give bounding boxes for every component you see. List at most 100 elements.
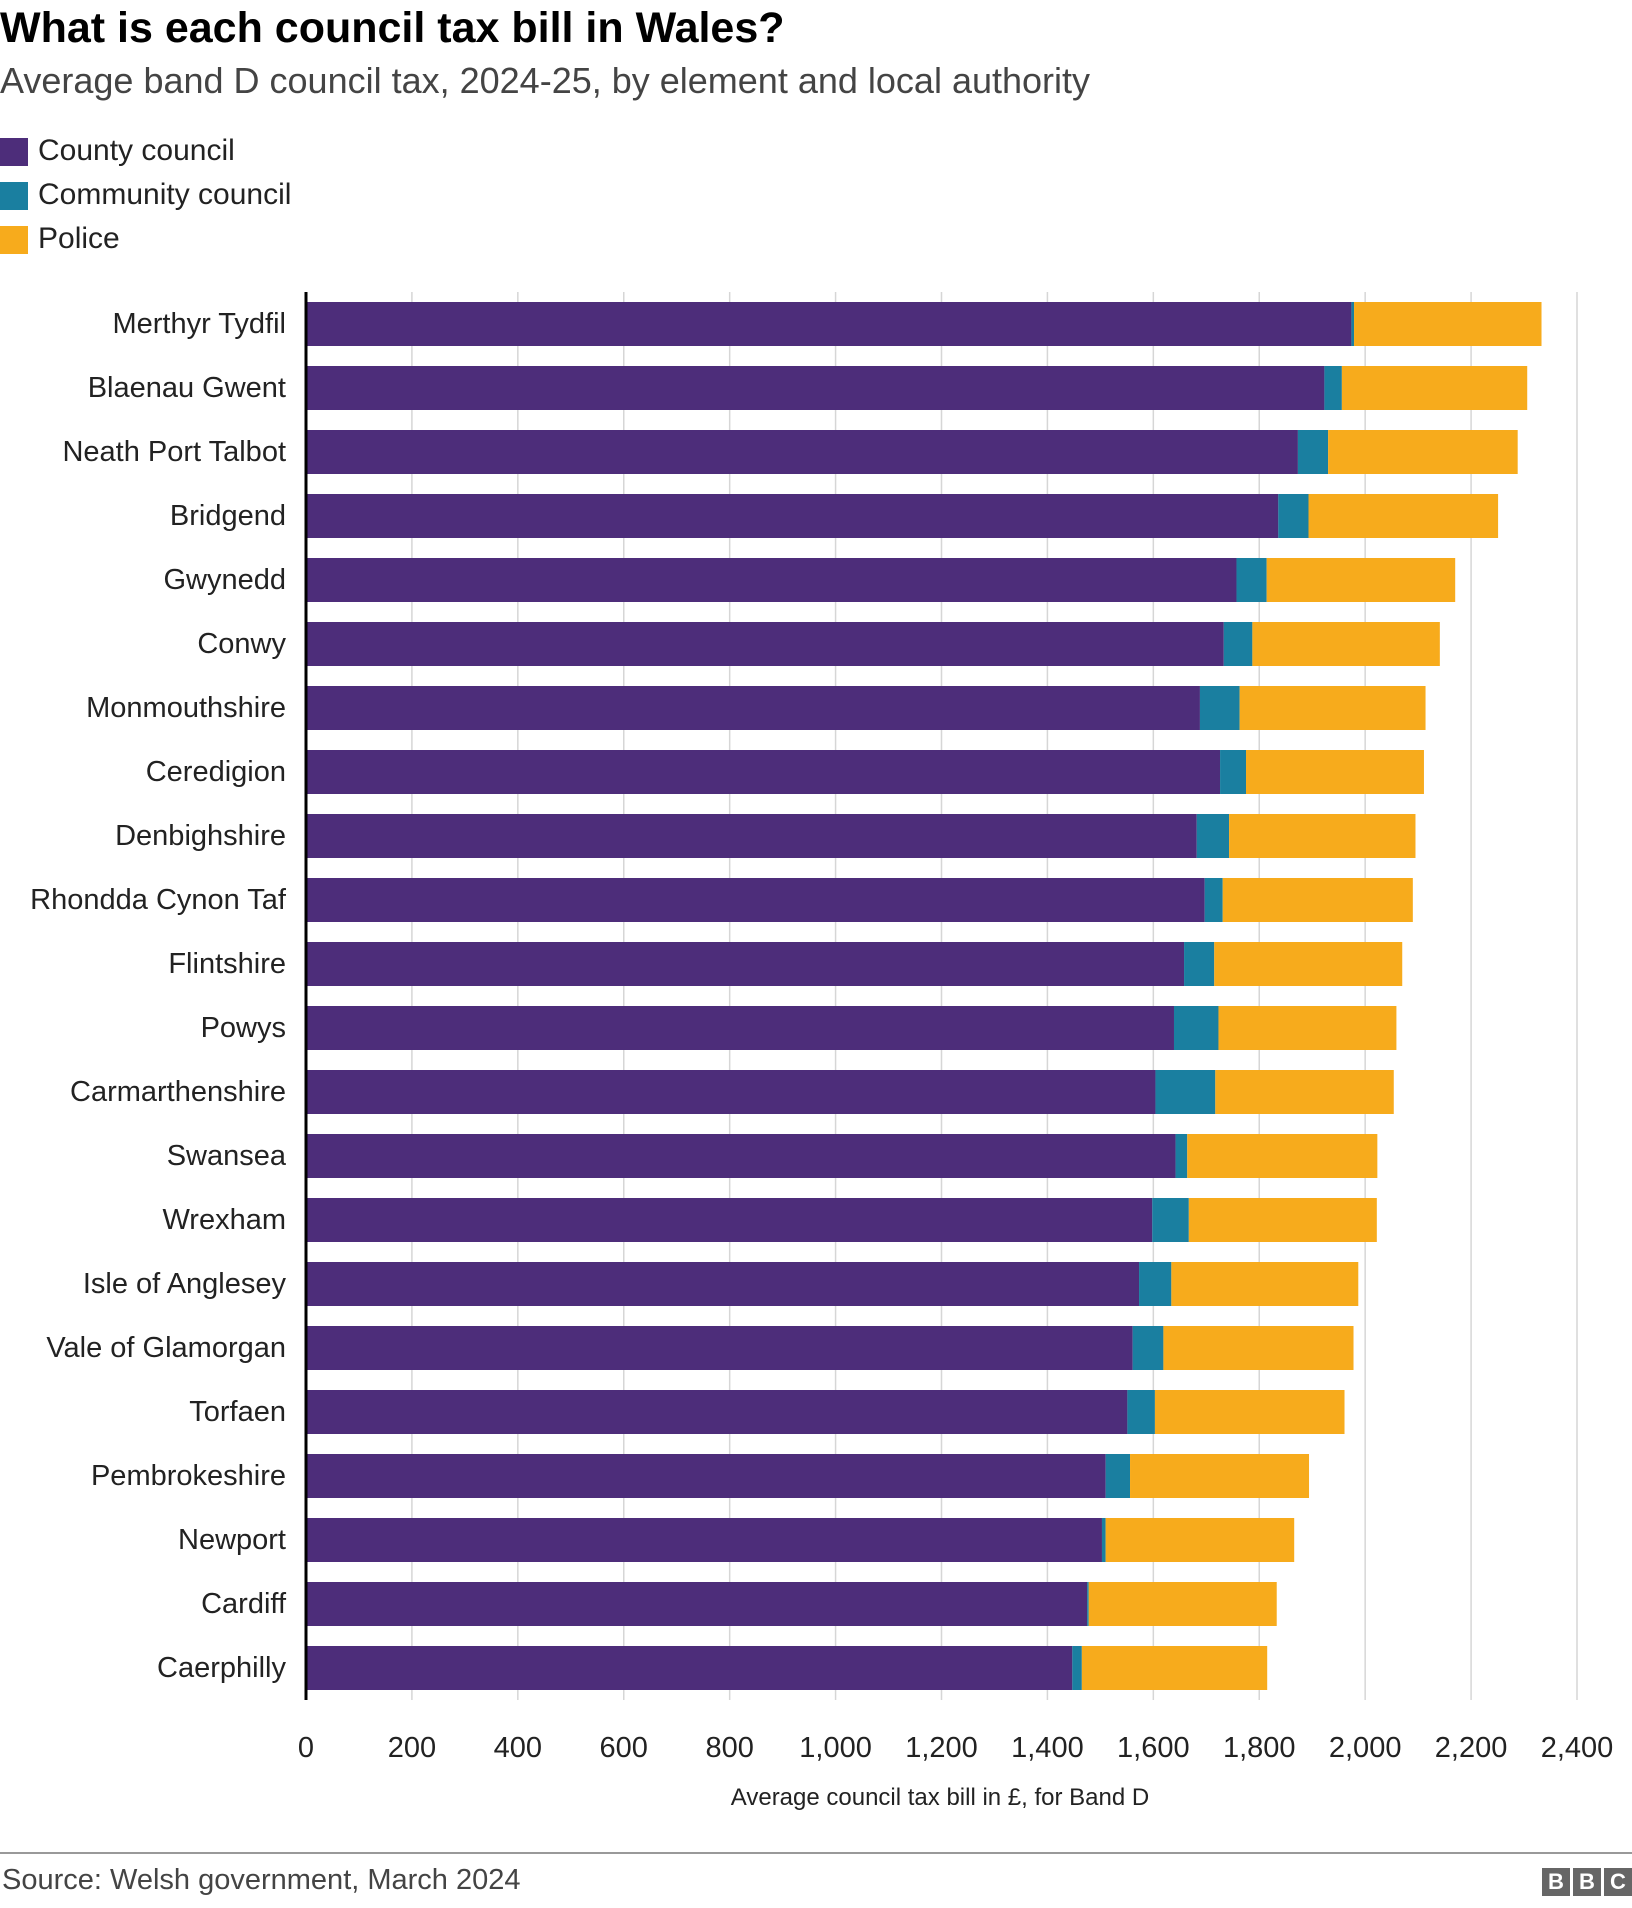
bar-segment-community <box>1175 1134 1188 1178</box>
category-label: Caerphilly <box>157 1652 286 1684</box>
bar-segment-police <box>1341 366 1528 410</box>
x-tick-label: 1,200 <box>905 1732 978 1764</box>
bar-segment-county <box>306 686 1200 730</box>
bar-segment-county <box>306 302 1352 346</box>
category-label: Vale of Glamorgan <box>46 1332 286 1364</box>
x-tick-label: 1,400 <box>1011 1732 1084 1764</box>
bar-segment-police <box>1239 686 1426 730</box>
bar-segment-community <box>1127 1390 1155 1434</box>
bar-segment-police <box>1252 622 1440 666</box>
category-label: Pembrokeshire <box>91 1460 286 1492</box>
legend-label-police: Police <box>38 222 120 255</box>
bbc-logo-letter: B <box>1573 1868 1601 1896</box>
bar-segment-community <box>1199 686 1240 730</box>
bar-segment-county <box>306 750 1221 794</box>
bar-segment-police <box>1266 558 1456 602</box>
bar-segment-police <box>1188 1198 1377 1242</box>
x-tick-label: 1,000 <box>799 1732 872 1764</box>
bar-segment-police <box>1081 1646 1268 1690</box>
bar-segment-community <box>1184 942 1215 986</box>
bar-segment-community <box>1204 878 1223 922</box>
bar-segment-community <box>1196 814 1230 858</box>
bar-segment-police <box>1154 1390 1345 1434</box>
category-label: Torfaen <box>189 1396 286 1428</box>
category-label: Blaenau Gwent <box>88 372 286 404</box>
x-tick-label: 2,000 <box>1329 1732 1402 1764</box>
bar-segment-county <box>306 942 1185 986</box>
bar-segment-county <box>306 1262 1140 1306</box>
category-label: Merthyr Tydfil <box>112 308 286 340</box>
category-label: Bridgend <box>170 500 286 532</box>
category-label: Swansea <box>167 1140 287 1172</box>
legend-label-county-council: County council <box>38 134 235 167</box>
x-tick-label: 1,600 <box>1117 1732 1190 1764</box>
bar-segment-community <box>1220 750 1247 794</box>
bar-segment-county <box>306 1006 1174 1050</box>
x-tick-label: 1,800 <box>1223 1732 1296 1764</box>
bar-segment-community <box>1105 1454 1131 1498</box>
bar-segment-community <box>1324 366 1342 410</box>
bar-segment-county <box>306 1326 1133 1370</box>
bar-segment-community <box>1072 1646 1082 1690</box>
bar-segment-community <box>1351 302 1355 346</box>
bar-segment-police <box>1214 942 1403 986</box>
bar-segment-community <box>1139 1262 1172 1306</box>
x-tick-label: 2,400 <box>1541 1732 1614 1764</box>
stacked-bar-chart: Merthyr Tydfil Blaenau Gwent Neath Port Ta… <box>30 292 1614 1811</box>
bbc-logo-letter: B <box>1542 1868 1570 1896</box>
bar-segment-county <box>306 878 1205 922</box>
x-axis-title: Average council tax bill in £, for Band … <box>731 1784 1149 1811</box>
bar-segment-county <box>306 1134 1176 1178</box>
category-label: Carmarthenshire <box>70 1076 286 1108</box>
footer-divider <box>0 1852 1632 1854</box>
bar-segment-community <box>1297 430 1329 474</box>
bar-segment-county <box>306 1582 1088 1626</box>
x-tick-label: 2,200 <box>1435 1732 1508 1764</box>
legend-label-community-council: Community council <box>38 178 292 211</box>
source-note: Source: Welsh government, March 2024 <box>2 1864 521 1896</box>
category-label: Neath Port Talbot <box>62 436 286 468</box>
bar-segment-community <box>1236 558 1267 602</box>
bar-segment-county <box>306 366 1325 410</box>
bar-segment-county <box>306 1454 1106 1498</box>
category-label: Rhondda Cynon Taf <box>30 884 287 916</box>
bar-segment-police <box>1246 750 1424 794</box>
category-label: Powys <box>201 1012 286 1044</box>
legend-swatch-police <box>0 226 28 254</box>
x-tick-label: 600 <box>600 1732 648 1764</box>
category-label: Denbighshire <box>115 820 286 852</box>
bar-segment-police <box>1215 1070 1394 1114</box>
bar-segment-police <box>1187 1134 1378 1178</box>
category-label: Ceredigion <box>146 756 286 788</box>
bar-segment-county <box>306 494 1279 538</box>
category-label: Isle of Anglesey <box>83 1268 287 1300</box>
category-label: Newport <box>178 1524 286 1556</box>
legend-swatch-community-council <box>0 182 28 210</box>
bar-segment-community <box>1101 1518 1106 1562</box>
bar-segment-community <box>1132 1326 1164 1370</box>
bar-segment-police <box>1308 494 1499 538</box>
bar-segment-police <box>1088 1582 1277 1626</box>
category-label: Monmouthshire <box>86 692 286 724</box>
bar-segment-police <box>1130 1454 1310 1498</box>
x-tick-label: 400 <box>494 1732 542 1764</box>
bbc-logo: B B C <box>1542 1868 1632 1896</box>
legend-swatch-county-council <box>0 138 28 166</box>
bar-segment-county <box>306 430 1298 474</box>
x-tick-label: 0 <box>298 1732 314 1764</box>
bar-segment-police <box>1328 430 1518 474</box>
bar-segment-county <box>306 1390 1128 1434</box>
bar-segment-county <box>306 622 1224 666</box>
category-label: Wrexham <box>162 1204 286 1236</box>
chart-title: What is each council tax bill in Wales? <box>0 4 785 52</box>
bar-segment-county <box>306 1070 1156 1114</box>
x-tick-label: 200 <box>388 1732 436 1764</box>
x-tick-label: 800 <box>705 1732 753 1764</box>
bar-segment-county <box>306 814 1197 858</box>
category-label: Cardiff <box>201 1588 287 1620</box>
bar-segment-community <box>1223 622 1253 666</box>
bar-segment-community <box>1155 1070 1216 1114</box>
chart-subtitle: Average band D council tax, 2024-25, by … <box>0 60 1091 101</box>
bar-segment-county <box>306 1646 1073 1690</box>
bar-segment-police <box>1229 814 1416 858</box>
